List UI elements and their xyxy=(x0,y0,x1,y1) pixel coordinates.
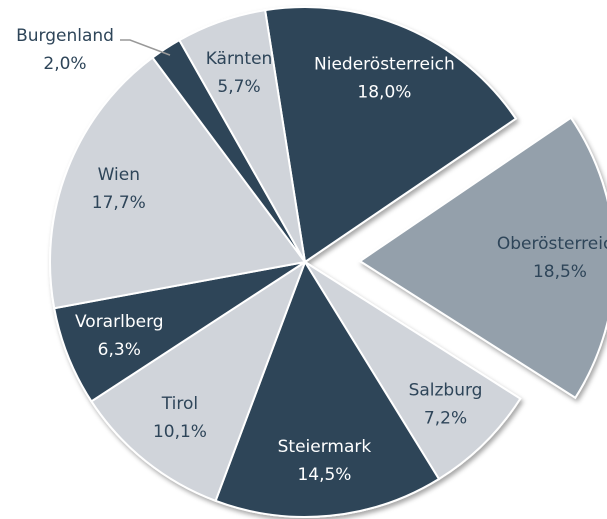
value-label: 18,0% xyxy=(357,82,411,102)
slice xyxy=(304,261,522,481)
slice xyxy=(263,6,518,264)
slice-label: Oberösterreich xyxy=(497,234,607,254)
slice-label: Niederösterreich xyxy=(314,54,455,74)
pie xyxy=(49,6,607,518)
slice xyxy=(90,259,308,503)
slice-label: Tirol xyxy=(161,394,198,414)
slice xyxy=(177,8,306,263)
value-label: 7,2% xyxy=(424,408,467,428)
slice-label: Steiermark xyxy=(278,437,372,457)
slice-label: Vorarlberg xyxy=(75,312,164,332)
slice xyxy=(49,56,307,310)
value-label: 17,7% xyxy=(92,193,146,213)
value-label: 10,1% xyxy=(153,422,207,442)
slice-label: Kärnten xyxy=(206,49,273,69)
labels: Niederösterreich 18,0% Oberösterreich 18,5%… xyxy=(16,26,607,485)
slice-label: Wien xyxy=(98,165,140,185)
value-label: 18,5% xyxy=(533,262,587,282)
slice xyxy=(358,116,607,400)
slice xyxy=(214,259,441,518)
value-label: 6,3% xyxy=(98,340,141,360)
value-label: 5,7% xyxy=(217,77,260,97)
slice-label: Salzburg xyxy=(409,380,483,400)
slice-label: Burgenland xyxy=(16,26,114,46)
value-label: 2,0% xyxy=(43,54,86,74)
value-label: 14,5% xyxy=(297,465,351,485)
leader-line xyxy=(120,39,171,56)
